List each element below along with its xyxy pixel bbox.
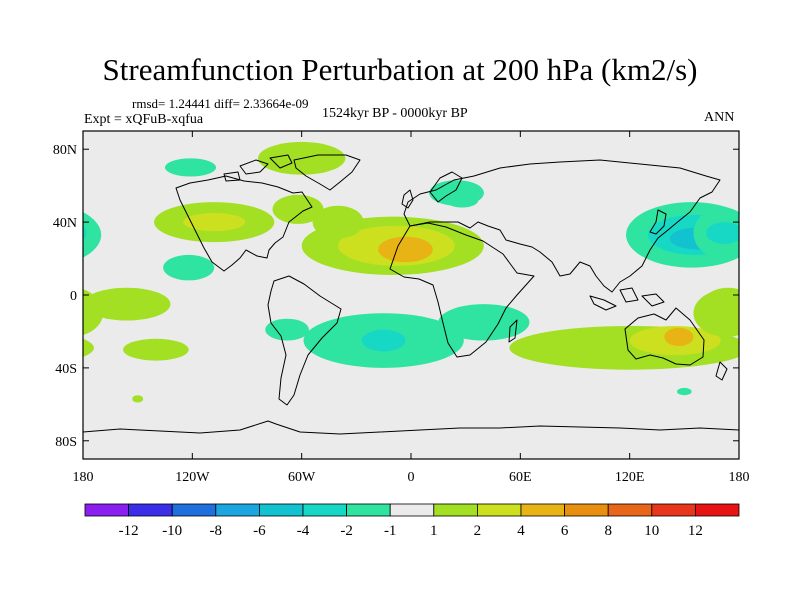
field-region-29: [677, 387, 692, 396]
map-background: [83, 131, 739, 459]
colorbar-label: -1: [384, 523, 397, 539]
colorbar-label: 2: [474, 523, 482, 539]
field-region-21: [83, 338, 94, 357]
x-tick-label: 120W: [175, 470, 210, 485]
colorbar-label: -8: [210, 523, 223, 539]
field-region-14: [438, 304, 530, 341]
y-tick-label: 80N: [53, 143, 77, 158]
colorbar-label: -6: [253, 523, 266, 539]
colorbar-label: -12: [119, 523, 139, 539]
field-region-20: [83, 226, 87, 240]
coast-antarctica: [83, 420, 739, 435]
x-tick-label: 60E: [509, 470, 532, 485]
field-region-8: [739, 288, 800, 321]
coast-arctic-islands: [223, 154, 293, 182]
colorbar-swatch: [258, 503, 304, 517]
colorbar-label: 12: [688, 523, 703, 539]
x-tick-label: 180: [729, 470, 750, 485]
colorbar-swatch: [302, 503, 347, 517]
experiment-label: Expt = xQFuB-xqfua: [84, 112, 204, 127]
colorbar-swatch: [695, 503, 740, 517]
coastlines: [83, 154, 739, 435]
axes: 180 120W 60W 0 60E 120E 180 80N 40N 0 40S 80S: [53, 131, 750, 485]
x-tick-label: 180: [73, 470, 94, 485]
colorbar-swatch: [346, 503, 391, 517]
field-region-7: [163, 254, 215, 281]
coast-scandinavia: [429, 171, 463, 203]
colorbar-label: 10: [644, 523, 659, 539]
field-region-4: [183, 213, 246, 232]
coast-north-america: [175, 175, 313, 272]
coast-greenland: [293, 154, 361, 191]
field-region-12: [361, 329, 406, 352]
field-region-28: [165, 158, 217, 177]
colorbar-swatch: [607, 503, 653, 517]
coast-eurasia-north: [403, 159, 721, 293]
colorbar-label: 4: [517, 523, 525, 539]
field-region-13: [265, 318, 309, 341]
y-tick-label: 40N: [53, 216, 77, 231]
field-region-2: [378, 236, 433, 263]
x-tick-label: 60W: [288, 470, 316, 485]
colorbar-label: -4: [297, 523, 310, 539]
colorbar-swatch: [128, 503, 173, 517]
colorbar-swatch: [433, 503, 478, 517]
coast-madagascar: [508, 319, 518, 343]
field-region-24: [83, 291, 104, 336]
y-tick-label: 0: [70, 289, 77, 304]
field-region-24: [693, 289, 739, 337]
colorbar-swatch: [389, 503, 435, 517]
rmsd-line: rmsd= 1.24441 diff= 2.33664e-09: [132, 96, 309, 111]
y-tick-label: 40S: [55, 362, 77, 377]
coast-south-america: [267, 275, 342, 406]
field-region-15: [132, 395, 144, 403]
field-region-5: [272, 194, 324, 224]
field-region-10: [123, 338, 189, 361]
x-tick-label: 0: [408, 470, 415, 485]
field-region-23: [664, 327, 694, 347]
field-region-8: [83, 287, 171, 321]
season-label: ANN: [704, 110, 735, 125]
colorbar-swatch: [651, 503, 696, 517]
coast-uk: [401, 189, 414, 209]
coast-eurasia-africa: [389, 222, 535, 358]
colorbar-label: -10: [162, 523, 182, 539]
chart-title: Streamfunction Perturbation at 200 hPa (…: [102, 52, 698, 87]
colorbar-swatch: [520, 503, 565, 517]
x-tick-label: 120E: [615, 470, 645, 485]
colorbar-label: 6: [561, 523, 569, 539]
colorbar-swatch: [171, 503, 217, 517]
field-region-26: [445, 192, 479, 208]
field-region-6: [312, 205, 364, 239]
coast-australia: [624, 307, 705, 366]
colorbar-swatch: [476, 503, 522, 517]
colorbar-swatch: [215, 503, 260, 517]
colorbar-label: 1: [430, 523, 438, 539]
colorbar-label: 8: [604, 523, 612, 539]
colorbar: -12 -10 -8 -6 -4 -2 -1 1 2 4 6 8 10 12: [84, 503, 740, 539]
coast-new-zealand: [715, 361, 728, 381]
field-regions: [83, 141, 800, 403]
colorbar-label: -2: [340, 523, 353, 539]
coast-indonesia: [589, 287, 665, 311]
y-tick-label: 80S: [55, 435, 77, 450]
colorbar-swatch: [564, 503, 609, 517]
field-region-20: [706, 222, 739, 244]
colorbar-swatch: [84, 503, 129, 517]
period-label: 1524kyr BP - 0000kyr BP: [322, 106, 468, 121]
coast-japan: [649, 209, 667, 235]
